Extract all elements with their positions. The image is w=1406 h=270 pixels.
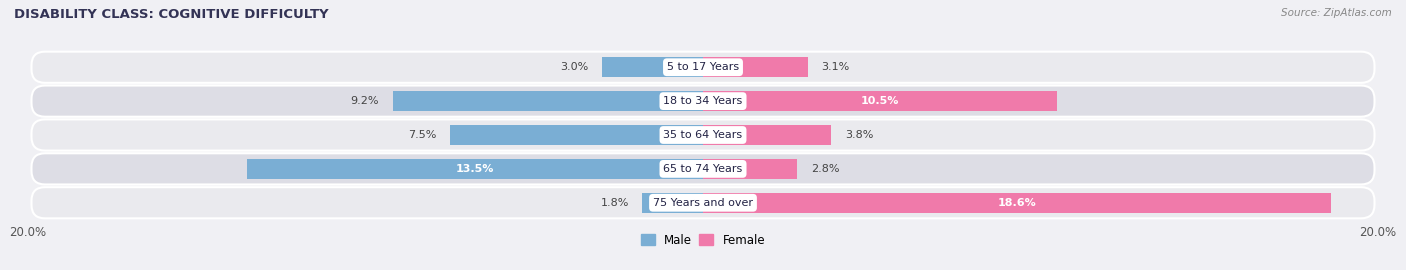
Bar bbox=[703, 193, 1330, 212]
Text: 3.8%: 3.8% bbox=[845, 130, 873, 140]
FancyBboxPatch shape bbox=[31, 119, 1375, 151]
Text: 10.5%: 10.5% bbox=[860, 96, 900, 106]
Text: 5 to 17 Years: 5 to 17 Years bbox=[666, 62, 740, 72]
Legend: Male, Female: Male, Female bbox=[641, 234, 765, 247]
FancyBboxPatch shape bbox=[31, 187, 1375, 218]
Bar bbox=[450, 125, 703, 145]
Bar bbox=[703, 159, 797, 179]
Text: 7.5%: 7.5% bbox=[408, 130, 436, 140]
Bar bbox=[247, 159, 703, 179]
Text: 75 Years and over: 75 Years and over bbox=[652, 198, 754, 208]
Text: 1.8%: 1.8% bbox=[600, 198, 628, 208]
Text: 9.2%: 9.2% bbox=[350, 96, 380, 106]
Text: DISABILITY CLASS: COGNITIVE DIFFICULTY: DISABILITY CLASS: COGNITIVE DIFFICULTY bbox=[14, 8, 329, 21]
Text: 3.1%: 3.1% bbox=[821, 62, 849, 72]
Text: 2.8%: 2.8% bbox=[811, 164, 839, 174]
Bar bbox=[703, 91, 1057, 111]
FancyBboxPatch shape bbox=[31, 153, 1375, 184]
Text: 18.6%: 18.6% bbox=[997, 198, 1036, 208]
Bar bbox=[602, 58, 703, 77]
Text: 3.0%: 3.0% bbox=[560, 62, 588, 72]
Text: Source: ZipAtlas.com: Source: ZipAtlas.com bbox=[1281, 8, 1392, 18]
Text: 65 to 74 Years: 65 to 74 Years bbox=[664, 164, 742, 174]
Bar bbox=[392, 91, 703, 111]
Bar bbox=[643, 193, 703, 212]
Text: 13.5%: 13.5% bbox=[456, 164, 495, 174]
FancyBboxPatch shape bbox=[31, 86, 1375, 117]
Bar bbox=[703, 125, 831, 145]
Text: 18 to 34 Years: 18 to 34 Years bbox=[664, 96, 742, 106]
FancyBboxPatch shape bbox=[31, 52, 1375, 83]
Text: 35 to 64 Years: 35 to 64 Years bbox=[664, 130, 742, 140]
Bar bbox=[703, 58, 807, 77]
